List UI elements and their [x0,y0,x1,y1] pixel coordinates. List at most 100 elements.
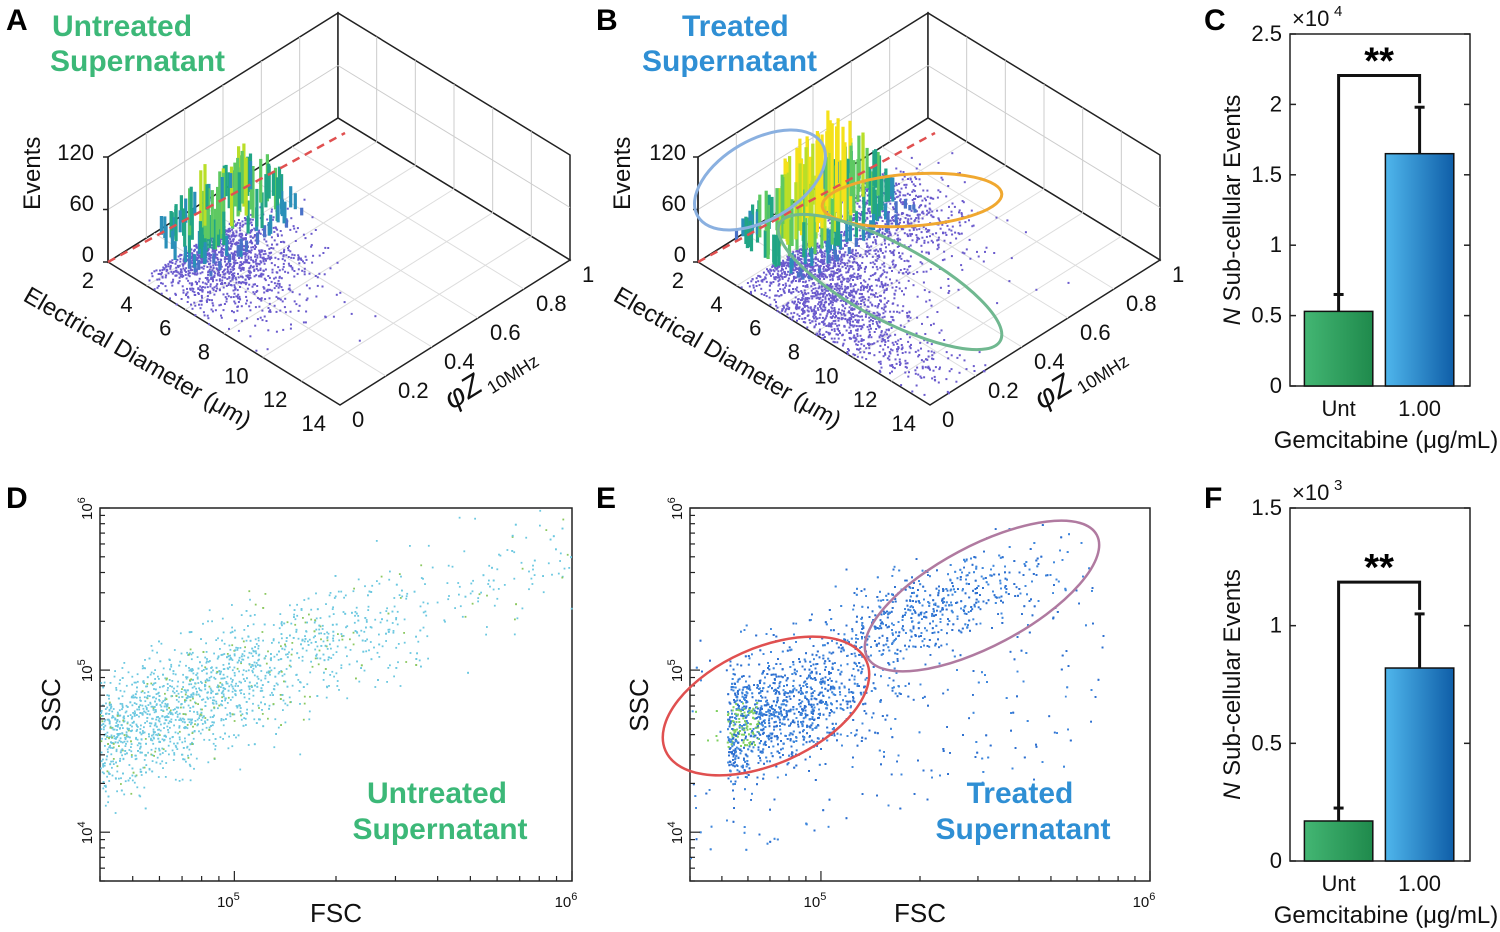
event-point [881,263,884,266]
event-point [874,241,877,244]
event-point [218,244,221,247]
event-point [879,334,882,337]
scatter-point [264,674,267,677]
event-point [850,274,853,277]
event-point [314,275,317,277]
event-point [217,274,220,277]
event-point [249,235,252,238]
event-point [859,306,862,309]
event-point [861,315,863,318]
event-point [844,314,847,317]
event-point [266,348,269,351]
scatter-point [210,689,213,691]
scatter-point [138,742,140,745]
event-point [820,273,823,276]
event-point [843,339,846,342]
event-point [156,286,159,289]
event-point [223,258,226,261]
event-point [261,273,264,276]
scatter-point [122,757,125,760]
scatter-point [190,658,193,661]
event-point [274,276,277,279]
event-point [880,249,882,252]
event-point [803,310,806,313]
event-point [808,258,811,261]
event-point [238,239,241,242]
event-point [792,272,795,274]
event-point [897,224,900,227]
event-point [905,213,908,216]
event-point [868,347,871,350]
event-point [236,309,239,312]
event-point [881,316,884,319]
event-point [823,322,826,325]
event-point [819,277,821,280]
event-point [247,274,250,277]
event-point [869,215,872,218]
event-point [868,210,871,213]
event-point [226,262,229,265]
event-point [945,234,948,236]
scatter-point [459,605,462,608]
scatter-point [458,516,461,519]
event-point [771,264,774,267]
event-point [889,250,892,253]
scatter-point [320,638,322,641]
event-point [247,257,250,260]
event-point [868,288,871,291]
event-point [878,369,881,372]
event-point [782,268,784,271]
event-point [972,365,975,368]
event-point [814,293,817,296]
z-tick-b-120: 120 [649,140,686,165]
event-point [245,237,247,240]
scatter-point [239,689,241,692]
event-point [228,272,231,275]
event-point [883,239,886,242]
event-point [798,248,801,251]
scatter-point [327,632,330,635]
event-point [864,232,867,235]
event-point [271,243,273,246]
event-point [157,285,160,287]
scatter-point [148,722,151,725]
event-point [943,339,946,341]
event-point [203,265,206,268]
event-point [936,196,939,199]
scatter-point [424,583,426,585]
scatter-point [521,567,524,570]
scatter-point [248,651,251,654]
event-point [864,286,867,289]
event-point [245,218,248,221]
scatter-point [150,753,153,756]
event-point [239,222,242,225]
scatter-point [226,675,229,678]
event-point [787,277,790,280]
event-point [838,330,841,332]
event-point [887,346,890,349]
event-point [915,384,918,387]
event-point [233,257,236,259]
scatter-point [217,637,219,640]
event-point [843,310,846,313]
event-point [895,279,898,282]
event-point [921,365,924,368]
scatter-point [104,733,107,736]
scatter-point [195,757,198,760]
event-point [890,348,892,351]
event-point [230,240,232,243]
scatter-point [173,691,176,694]
event-point [869,285,871,288]
scatter-point [405,597,408,600]
event-point [755,281,757,284]
event-point [883,339,886,342]
event-point [921,199,924,202]
event-point [817,260,820,262]
event-point [950,255,953,258]
event-point [855,343,858,346]
event-point [206,266,209,268]
event-point [788,316,791,319]
scatter-point [314,657,317,660]
event-point [832,315,834,318]
event-point [891,222,894,225]
